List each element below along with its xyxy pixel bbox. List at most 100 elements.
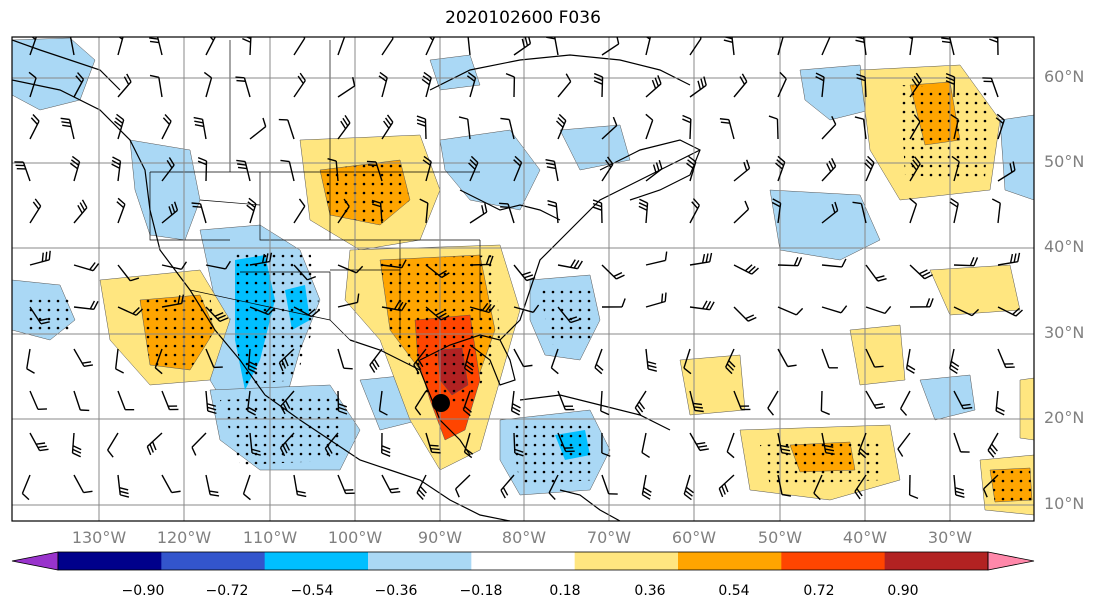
- wind-barb: [813, 474, 823, 501]
- wind-barb: [645, 37, 652, 56]
- wind-barb: [73, 72, 85, 98]
- wind-barb: [469, 302, 496, 314]
- wind-barb: [378, 390, 388, 416]
- lon-label-60w: 60°W: [671, 528, 717, 547]
- wind-barb: [982, 474, 999, 498]
- wind-barb: [601, 37, 620, 56]
- wind-barb: [73, 199, 88, 224]
- wind-barb: [505, 72, 516, 98]
- wind-barb: [154, 348, 163, 375]
- wind-barb: [908, 474, 919, 499]
- wind-barb: [463, 432, 474, 459]
- wind-barb: [513, 304, 540, 313]
- wind-barb: [73, 262, 100, 272]
- wind-barb: [117, 474, 130, 498]
- wind-barb: [466, 71, 477, 98]
- wind-barb: [777, 306, 804, 316]
- wind-barb: [421, 71, 432, 98]
- wind-barb: [821, 157, 837, 182]
- wind-barb: [249, 117, 267, 140]
- wind-barb: [337, 264, 364, 274]
- colorbar-high-arrow: [987, 551, 1035, 571]
- wind-barb: [645, 251, 668, 266]
- wind-barb: [29, 390, 47, 411]
- wind-barb: [280, 390, 295, 415]
- wind-barbs: [14, 37, 1023, 501]
- wind-barb: [161, 474, 181, 494]
- wind-barb: [905, 348, 916, 374]
- wind-barb: [557, 73, 572, 98]
- wind-barb: [645, 75, 662, 98]
- wind-barb: [634, 390, 647, 416]
- wind-barb: [116, 197, 126, 224]
- wind-barb: [337, 37, 346, 56]
- wind-barb: [29, 198, 42, 224]
- wind-barb: [725, 348, 736, 375]
- wind-barb: [771, 198, 782, 224]
- wind-barb: [550, 348, 559, 375]
- wind-barb: [111, 156, 122, 182]
- wind-barb: [907, 37, 914, 56]
- wind-barb: [414, 390, 427, 416]
- wind-barb: [293, 264, 317, 281]
- wind-barb: [73, 474, 93, 494]
- wind-barb: [733, 73, 748, 98]
- coastlines: [12, 39, 701, 521]
- wind-barb: [995, 113, 1005, 140]
- wind-barb: [422, 155, 432, 182]
- colorbar-tick: −0.18: [459, 583, 503, 599]
- colorbar-segment: [58, 552, 162, 570]
- colorbar-segment: [471, 552, 576, 570]
- wind-barb: [205, 348, 223, 369]
- wind-barb: [821, 37, 831, 56]
- wind-barb: [689, 432, 709, 452]
- wind-barb: [953, 474, 965, 499]
- wind-barb: [951, 155, 960, 182]
- wind-barb: [247, 348, 258, 374]
- wind-barb: [821, 432, 835, 455]
- wind-barb: [557, 259, 583, 270]
- wind-barb: [469, 255, 494, 266]
- wind-barb: [14, 161, 31, 182]
- colorbar-segment: [678, 552, 782, 570]
- wind-barb: [425, 306, 450, 321]
- wind-barb: [29, 114, 40, 140]
- wind-barb: [114, 113, 125, 140]
- wind-barb: [777, 474, 792, 497]
- wind-barb: [600, 390, 610, 416]
- wind-barb: [682, 114, 692, 140]
- wind-barb: [733, 200, 750, 224]
- wind-barb: [381, 301, 407, 312]
- wind-barb: [293, 474, 307, 498]
- wind-barb: [191, 432, 207, 456]
- wind-barb: [777, 348, 797, 368]
- wind-barb: [191, 202, 207, 224]
- wind-barb: [462, 390, 472, 417]
- wind-barb: [371, 199, 383, 224]
- map-title: 2020102600 F036: [445, 8, 601, 28]
- wind-barb: [280, 159, 295, 182]
- wind-barb: [337, 474, 355, 495]
- lon-label-40w: 40°W: [842, 528, 888, 547]
- wind-barb: [953, 390, 973, 410]
- wind-barb: [366, 160, 383, 182]
- wind-barb: [995, 390, 1005, 416]
- wind-barb: [293, 306, 319, 318]
- wind-barb: [641, 474, 652, 500]
- wind-barb: [689, 198, 700, 224]
- wind-barb: [689, 252, 713, 266]
- wind-barb: [242, 474, 251, 501]
- wind-barb: [645, 348, 658, 372]
- wind-barb: [601, 432, 611, 457]
- wind-barb: [205, 474, 220, 497]
- colorbar-frame: [57, 551, 989, 571]
- gridlines: [12, 37, 1034, 521]
- wind-barb: [293, 72, 306, 98]
- wind-barb: [557, 432, 575, 453]
- wind-barb: [499, 202, 515, 224]
- wind-barb: [500, 474, 515, 499]
- wind-barb: [327, 157, 339, 182]
- wind-barb: [953, 257, 979, 267]
- map-area: [12, 37, 1034, 521]
